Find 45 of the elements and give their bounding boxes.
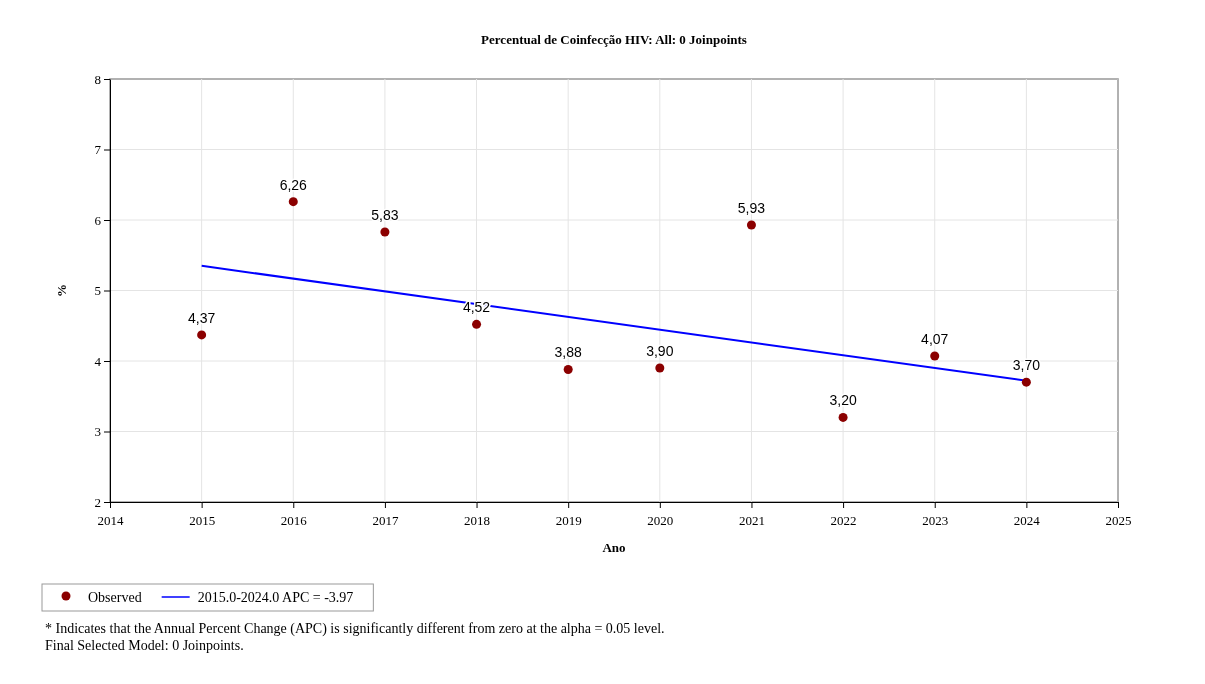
point <box>930 351 940 361</box>
text: Final Selected Model: 0 Joinpoints. <box>45 638 244 653</box>
point <box>655 363 665 373</box>
x-tick-label: 2020 <box>647 513 674 529</box>
point <box>380 227 390 237</box>
point <box>197 330 207 340</box>
point <box>472 319 482 329</box>
data-label: 3,70 <box>1012 357 1041 374</box>
y-tick-label: 7 <box>94 142 102 158</box>
point <box>288 197 298 207</box>
x-tick-label: 2017 <box>372 513 399 529</box>
data-label: 5,93 <box>737 199 766 216</box>
y-tick-label: 4 <box>94 353 102 369</box>
point <box>563 364 573 374</box>
data-label: 3,90 <box>646 343 674 360</box>
x-tick-label: 2023 <box>922 513 949 529</box>
x-tick-label: 2016 <box>280 513 308 529</box>
x-tick-label: 2022 <box>830 513 857 529</box>
y-tick-label: 8 <box>94 71 101 87</box>
text: * Indicates that the Annual Percent Change (APC) is significantly different from zero at the alpha = 0.05 level. <box>45 621 665 637</box>
x-axis-title: Ano <box>602 540 626 555</box>
legend-label: 2015.0-2024.0 APC = -3.97 <box>197 590 354 605</box>
x-tick-label: 2024 <box>1013 513 1041 529</box>
x-tick-label: 2021 <box>738 513 765 529</box>
legend-label: Observed <box>88 590 142 605</box>
point <box>746 220 756 230</box>
y-tick-label: 3 <box>94 424 101 440</box>
x-tick-label: 2015 <box>189 513 216 529</box>
point <box>838 412 848 422</box>
y-tick-label: 2 <box>94 494 101 510</box>
data-label: 6,26 <box>279 176 308 193</box>
data-label: 3,88 <box>554 344 583 361</box>
data-label: 5,83 <box>371 206 399 223</box>
x-tick-label: 2014 <box>97 513 124 529</box>
x-tick-label: 2025 <box>1105 513 1132 529</box>
y-tick-label: 5 <box>94 283 101 299</box>
data-label: 3,20 <box>829 392 857 409</box>
point <box>1021 377 1031 387</box>
chart-title: Percentual de Coinfecção HIV: All: 0 Joinpoints <box>481 32 747 47</box>
x-tick-label: 2018 <box>464 513 491 529</box>
x-tick-label: 2019 <box>555 513 582 529</box>
data-label: 4,37 <box>188 309 216 326</box>
y-tick-label: 6 <box>94 212 102 228</box>
y-axis-title: % <box>54 284 69 297</box>
data-label: 4,07 <box>921 331 949 348</box>
